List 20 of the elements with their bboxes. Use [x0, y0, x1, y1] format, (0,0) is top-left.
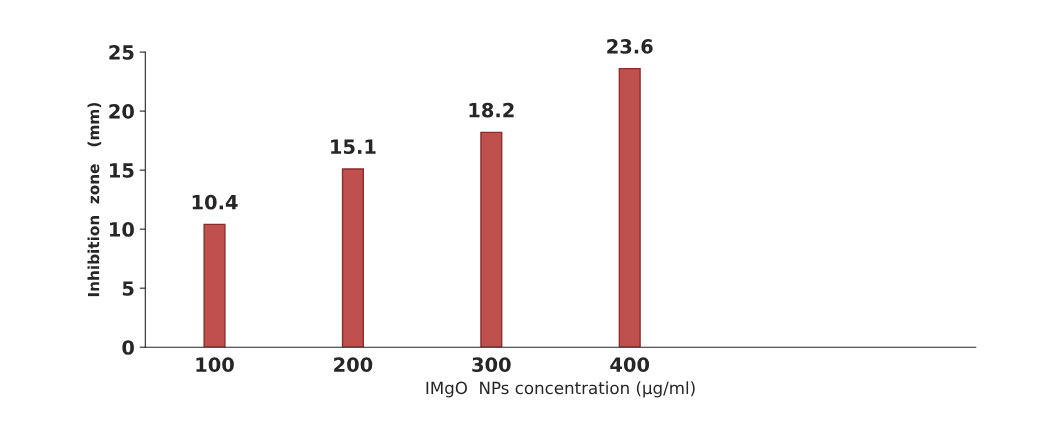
y-tick-label: 5: [122, 281, 134, 296]
y-axis-title: Inhibition zone (mm): [87, 103, 102, 297]
x-axis-title: IMgO NPs concentration (µg/ml): [426, 381, 695, 398]
data-label: 23.6: [607, 39, 653, 54]
data-label: 18.2: [469, 102, 514, 118]
y-tick-label: 25: [109, 45, 134, 60]
bar: [480, 131, 503, 348]
x-tick-label: 100: [196, 357, 234, 372]
bar: [618, 67, 641, 348]
x-tick-label: 200: [334, 357, 373, 372]
x-tick-label: 400: [610, 357, 650, 372]
bar: [203, 223, 226, 348]
y-tick-label: 20: [109, 104, 134, 119]
y-tick-label: 0: [122, 340, 134, 355]
data-label: 10.4: [192, 194, 238, 210]
bar: [341, 168, 364, 348]
data-label: 15.1: [331, 139, 376, 155]
y-tick-label: 15: [110, 163, 134, 178]
x-tick-label: 300: [472, 357, 511, 372]
y-tick-label: 10: [110, 222, 134, 237]
